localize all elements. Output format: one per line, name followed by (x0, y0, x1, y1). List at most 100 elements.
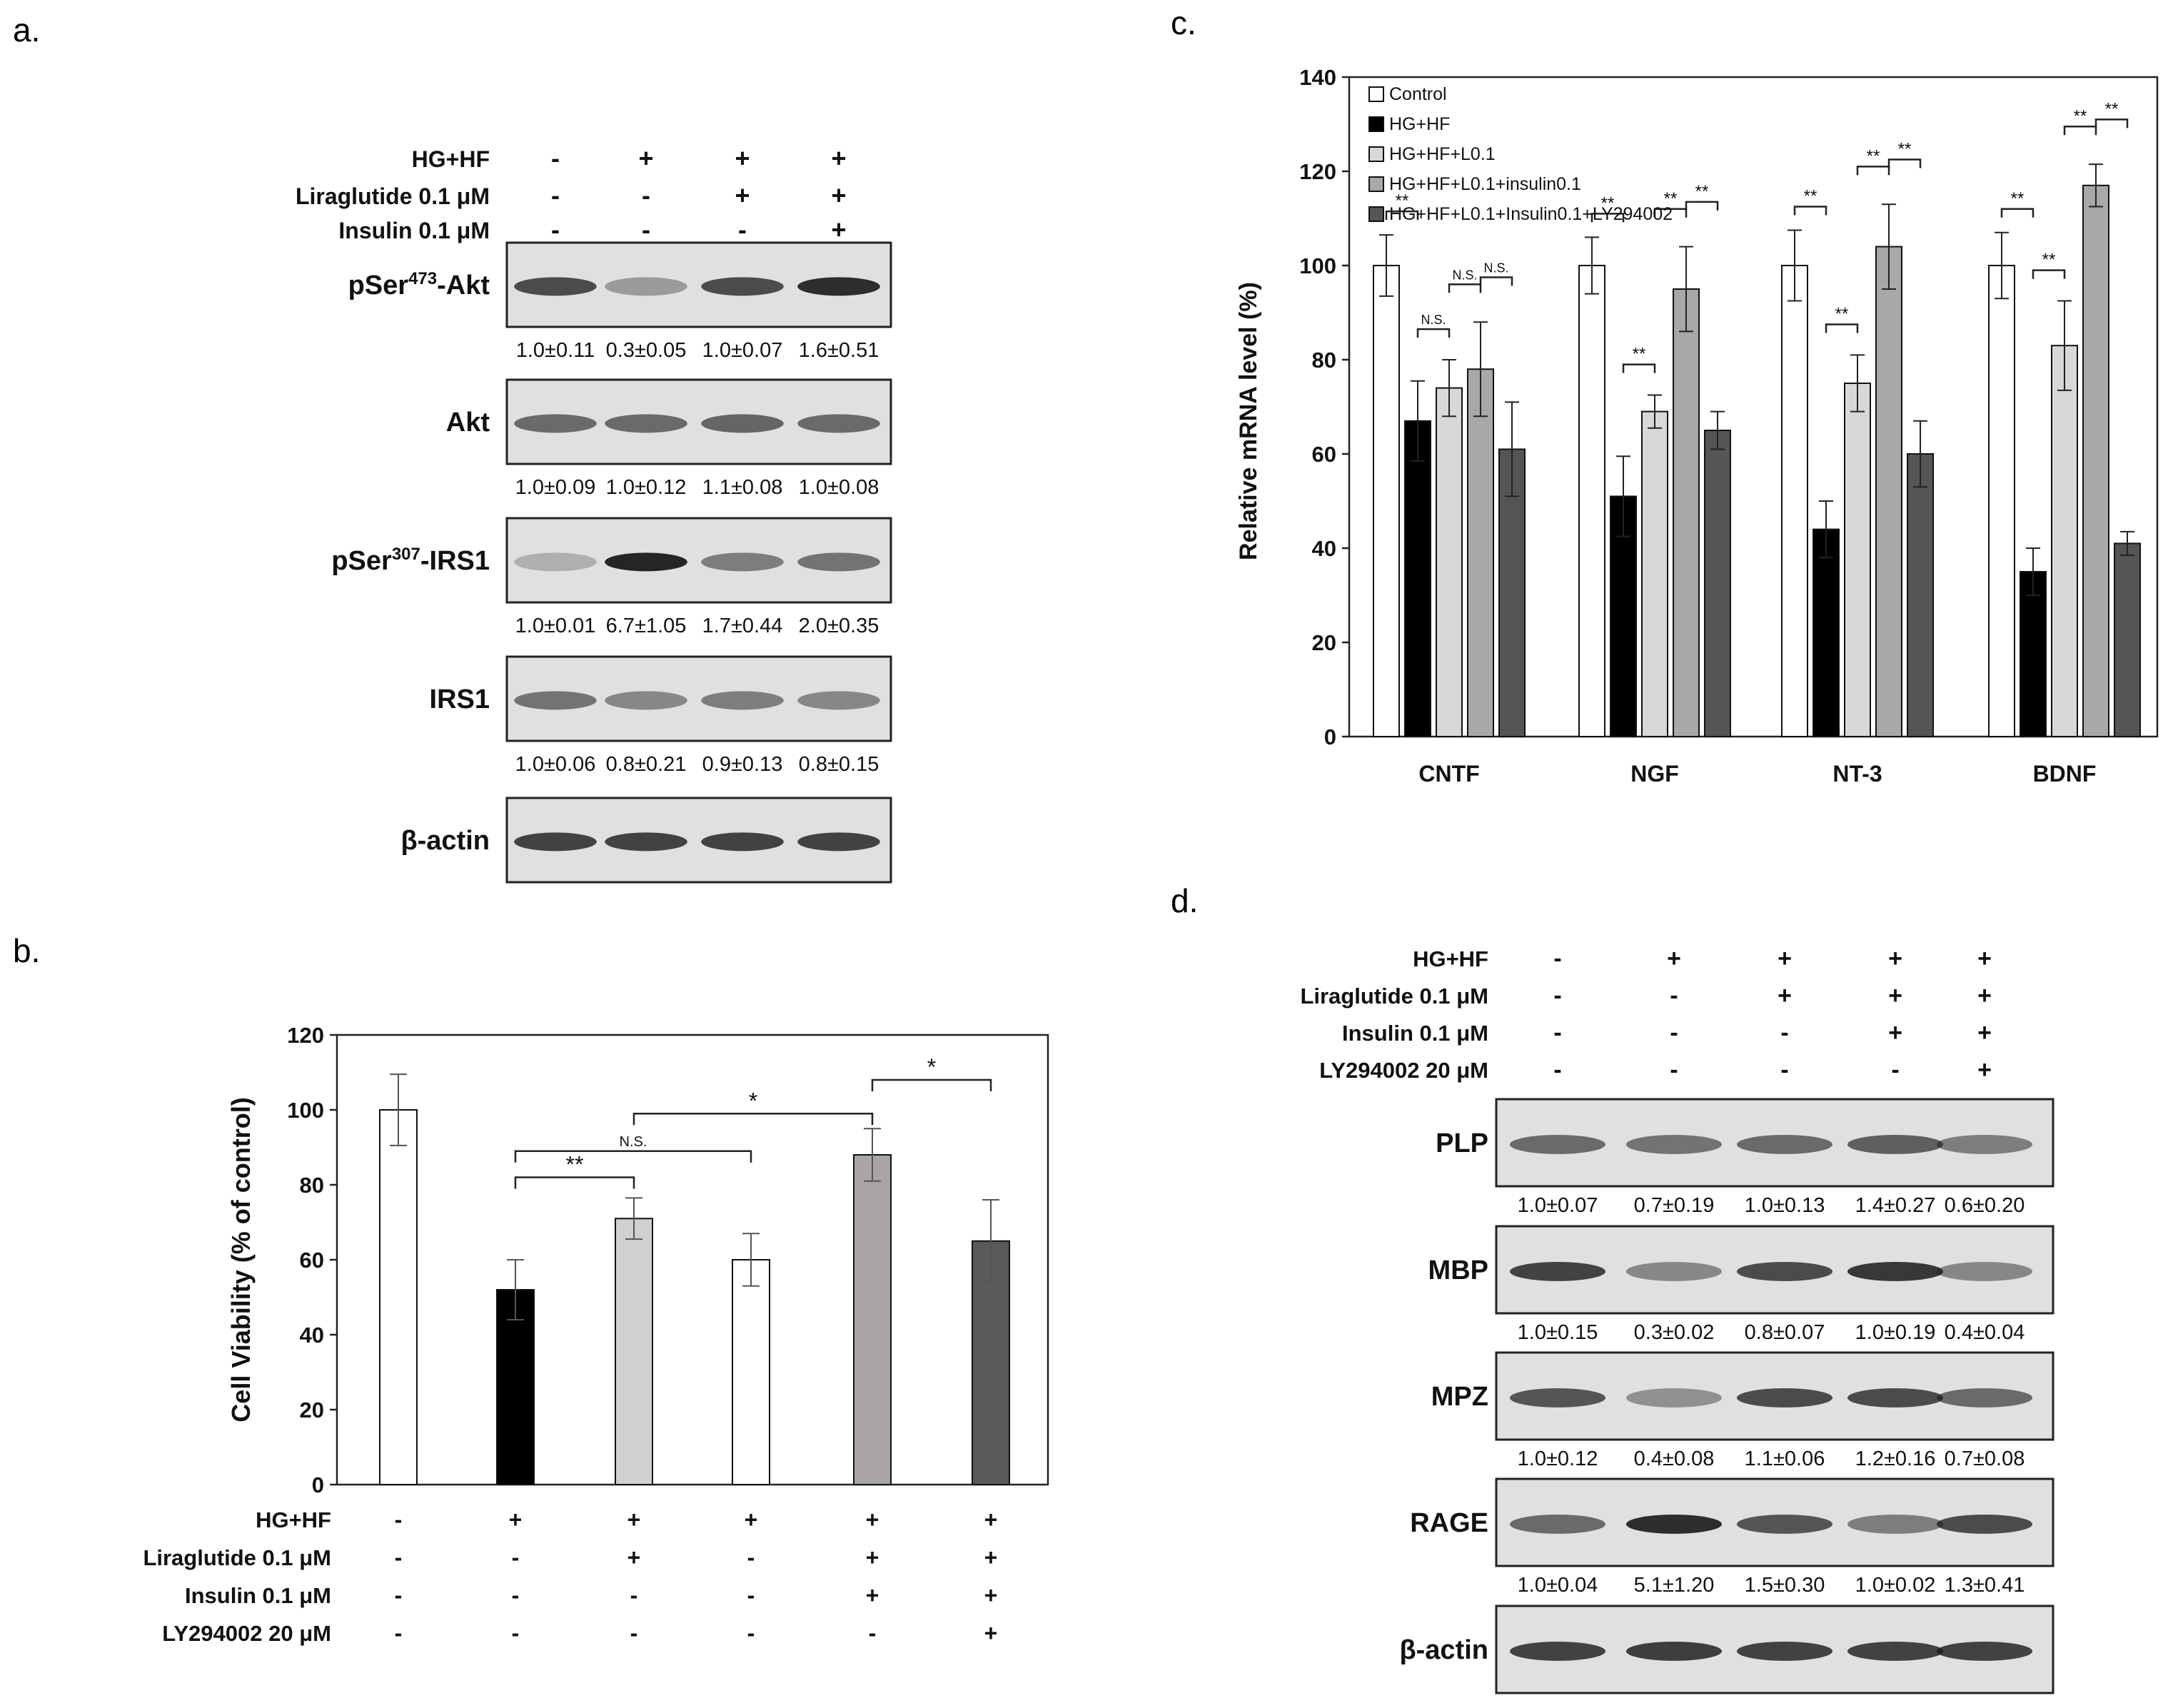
d-condition-sign: + (1778, 945, 1792, 972)
d-quant-value: 0.3±0.02 (1634, 1321, 1715, 1344)
d-blot-1-band-4 (1847, 1135, 1944, 1154)
c-error-bar-CNTF-5 (1505, 401, 1519, 497)
d-blot-4-band-4 (1847, 1515, 1944, 1534)
c-sig-10-label: ** (1835, 305, 1849, 324)
b-condition-sign: - (395, 1545, 403, 1570)
d-quant-value: 1.4±0.27 (1855, 1194, 1936, 1217)
a-blot-label: pSer473-Akt (348, 269, 490, 300)
a-quant-value: 1.0±0.01 (515, 615, 596, 637)
d-condition-sign: + (1667, 945, 1681, 972)
d-blot-label: MBP (1428, 1255, 1488, 1285)
d-condition-sign: + (1888, 1019, 1902, 1046)
c-bar-BDNF-4 (2082, 184, 2109, 737)
a-blot-label: β-actin (400, 826, 490, 856)
panel-d-western-blot: HG+HF - + + + + Liraglutide 0.1 μM - - + + + Insulin… (1300, 945, 2054, 1694)
d-condition-sign: - (1553, 945, 1561, 972)
c-bar-NGF-4 (1673, 288, 1700, 737)
c-error-bar-BDNF-3 (2057, 300, 2072, 391)
d-blot-5-band-2 (1625, 1642, 1723, 1661)
b-error-bar-4 (742, 1233, 760, 1287)
d-blot-5-band-5 (1936, 1642, 2033, 1661)
panel-c-label: c. (1171, 4, 1196, 41)
c-bar-CNTF-3 (1436, 387, 1463, 737)
b-condition-sign: - (869, 1620, 877, 1646)
a-blot-label-pre: Akt (446, 408, 490, 438)
c-x-tick-label: NT-3 (1832, 761, 1882, 787)
a-blot-4-band-1 (514, 691, 597, 710)
panel-a-label: a. (13, 11, 40, 49)
c-sig-1-label: ** (1396, 191, 1409, 211)
c-error-bar-CNTF-4 (1473, 321, 1488, 418)
a-condition-sign: - (551, 215, 560, 244)
b-bar-4 (732, 1259, 770, 1485)
panel-d-label: d. (1171, 882, 1198, 919)
d-condition-sign: + (1977, 982, 1992, 1009)
a-blot-1-band-2 (605, 277, 687, 296)
c-x-tick-label: CNTF (1418, 761, 1479, 787)
b-y-axis-title: Cell Viability (% of control) (226, 1097, 256, 1422)
c-y-tick-label: 80 (1312, 348, 1336, 373)
d-blot-3-band-1 (1509, 1388, 1606, 1408)
a-quant-value: 1.0±0.12 (606, 476, 687, 499)
d-blot-2-band-4 (1847, 1262, 1944, 1281)
b-condition-label: LY294002 20 μM (162, 1621, 331, 1646)
b-sig-2-4-label: * (749, 1088, 757, 1113)
d-blot-label: RAGE (1410, 1508, 1488, 1538)
d-blot-4-band-1 (1509, 1515, 1606, 1534)
c-legend-swatch-2 (1368, 116, 1384, 132)
d-blot-5-band-1 (1509, 1642, 1606, 1661)
c-bar-NGF-1 (1578, 265, 1605, 737)
d-quant-value: 0.7±0.08 (1945, 1447, 2025, 1470)
b-condition-sign: - (512, 1582, 520, 1608)
b-condition-label: HG+HF (256, 1507, 331, 1532)
panel-b-cell-viability-chart: 0 20 40 60 80 100 120 Cell Viability (% of cont… (143, 1023, 1049, 1646)
b-error-bar-6 (982, 1199, 999, 1283)
b-condition-sign: + (745, 1507, 758, 1532)
c-y-tick-label: 40 (1312, 536, 1336, 561)
a-quant-value: 1.0±0.06 (515, 753, 596, 776)
d-quant-value: 1.2±0.16 (1855, 1447, 1936, 1470)
a-quant-value: 0.3±0.05 (606, 339, 687, 362)
c-bar-NT-3-5 (1907, 453, 1934, 737)
a-condition-sign: - (642, 215, 650, 244)
c-error-bar-BDNF-2 (2026, 547, 2040, 596)
b-y-tick-label: 80 (300, 1173, 324, 1198)
b-condition-sign: - (395, 1582, 403, 1608)
b-y-tick-label: 60 (300, 1248, 324, 1273)
c-legend-swatch-1 (1368, 86, 1384, 102)
a-quant-value: 1.0±0.11 (516, 339, 595, 362)
c-sig-2-line (1416, 328, 1451, 338)
c-error-bar-NGF-2 (1616, 455, 1630, 537)
d-blot-2-band-1 (1509, 1262, 1606, 1281)
c-bar-NT-3-3 (1844, 383, 1871, 737)
c-legend-label-5: HG+HF+L0.1+Insulin0.1+LY294002 (1389, 204, 1673, 224)
c-sig-11-label: ** (1867, 146, 1880, 166)
d-condition-sign: + (1977, 945, 1992, 972)
c-error-bar-NT-3-3 (1850, 354, 1865, 413)
c-legend-label-2: HG+HF (1389, 114, 1450, 134)
b-condition-label: Insulin 0.1 μM (185, 1583, 331, 1608)
a-condition-label: Liraglutide 0.1 μM (296, 183, 490, 209)
a-blot-label-post: -Akt (437, 271, 490, 300)
c-sig-11-line (1856, 166, 1890, 176)
c-sig-5-label: ** (1601, 193, 1615, 213)
a-blot-5-band-1 (514, 832, 597, 852)
d-quant-value: 5.1±1.20 (1634, 1574, 1715, 1597)
a-blot-3-band-4 (797, 552, 880, 572)
c-sig-6-label: ** (1633, 345, 1646, 364)
c-bar-CNTF-2 (1404, 420, 1431, 737)
a-quant-value: 0.8±0.21 (606, 753, 687, 776)
d-condition-label: HG+HF (1413, 946, 1488, 971)
a-blot-1-band-4 (797, 277, 880, 296)
a-condition-sign: + (831, 215, 846, 244)
a-quant-value: 1.1±0.08 (702, 476, 783, 499)
b-condition-sign: + (984, 1582, 998, 1608)
b-bar-1 (379, 1109, 418, 1485)
c-legend-label-3: HG+HF+L0.1 (1389, 144, 1496, 164)
a-blot-label: Akt (446, 408, 490, 438)
b-y-tick-label: 100 (287, 1098, 324, 1123)
d-blot-3-band-5 (1936, 1388, 2033, 1408)
c-sig-9-line (1793, 206, 1827, 216)
c-legend-swatch-3 (1368, 146, 1384, 162)
c-sig-4-label: N.S. (1483, 261, 1508, 276)
